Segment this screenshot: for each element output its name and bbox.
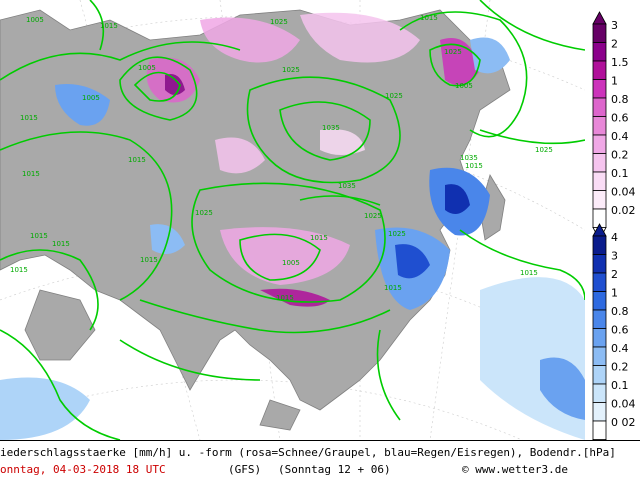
rain-tick-label: 0.8 — [611, 305, 629, 318]
rain-tick-label: 0.1 — [611, 379, 629, 392]
isobar-label: 1005 — [82, 94, 100, 102]
snow-swatch — [592, 97, 607, 117]
footer: iederschlagsstaerke [mm/h] u. -form (ros… — [0, 440, 640, 481]
isobar-label: 1025 — [364, 212, 382, 220]
snow-tick-label: 1.5 — [611, 56, 629, 69]
isobar-label: 1015 — [100, 22, 118, 30]
isobar-label: 1015 — [22, 170, 40, 178]
snow-swatch — [592, 171, 607, 191]
snow-swatch — [592, 190, 607, 210]
rain-swatch — [592, 420, 607, 440]
snow-tick-label: 0.4 — [611, 130, 629, 143]
isobar-label: 1015 — [384, 284, 402, 292]
rain-colorbar: 4 3 2 1 0.8 0.6 0.4 0.2 0.1 0.04 0 02 — [592, 223, 636, 453]
isobars — [0, 0, 585, 440]
rain-swatch — [592, 235, 607, 255]
snow-swatch — [592, 42, 607, 62]
forecast-date: onntag, 04-03-2018 18 UTC — [0, 463, 166, 476]
rain-swatch — [592, 254, 607, 274]
isobar-label: 1015 — [128, 156, 146, 164]
snow-swatch — [592, 60, 607, 80]
isobar-label: 1015 — [310, 234, 328, 242]
legend-canvas: 3 2 1.5 1 0.8 0.6 0.4 0.2 0.1 0.04 0.02 4 3 2 1 0.8 0.6… — [592, 11, 636, 453]
snow-colorbar: 3 2 1.5 1 0.8 0.6 0.4 0.2 0.1 0.04 0.02 — [592, 11, 636, 241]
rain-swatch — [592, 272, 607, 292]
rain-swatch — [592, 309, 607, 329]
snow-tick-label: 0.1 — [611, 167, 629, 180]
rain-swatch — [592, 328, 607, 348]
snow-tick-label: 2 — [611, 38, 618, 51]
rain-tick-label: 4 — [611, 231, 618, 244]
isobar-label: 1015 — [520, 269, 538, 277]
isobar-label: 1035 — [322, 124, 340, 132]
rain-swatch — [592, 365, 607, 385]
rain-tick-label: 0.2 — [611, 361, 629, 374]
rain-tick-label: 0 02 — [611, 416, 636, 429]
rain-swatch — [592, 402, 607, 422]
isobar-label: 1015 — [420, 14, 438, 22]
isobar-label: 1025 — [270, 18, 288, 26]
snow-tick-label: 0.02 — [611, 204, 636, 217]
isobar-label: 1015 — [30, 232, 48, 240]
isobar-label: 1025 — [388, 230, 406, 238]
rain-tick-label: 3 — [611, 250, 618, 263]
isobar-label: 1015 — [20, 114, 38, 122]
rain-areas — [0, 37, 585, 440]
snow-tick-label: 0.8 — [611, 93, 629, 106]
snow-swatch — [592, 116, 607, 136]
isobar-label: 1015 — [276, 294, 294, 302]
snow-swatch — [592, 153, 607, 173]
isobar-label: 1015 — [140, 256, 158, 264]
snow-tick-label: 0.2 — [611, 149, 629, 162]
isobar-label: 1025 — [195, 209, 213, 217]
isobar-label: 1035 — [338, 182, 356, 190]
snow-tick-label: 1 — [611, 75, 618, 88]
legend: 3 2 1.5 1 0.8 0.6 0.4 0.2 0.1 0.04 0.02 4 3 2 1 0.8 0.6… — [585, 0, 640, 453]
footer-description: iederschlagsstaerke [mm/h] u. -form (ros… — [0, 446, 616, 459]
rain-swatch — [592, 291, 607, 311]
rain-tick-label: 1 — [611, 287, 618, 300]
rain-swatch — [592, 383, 607, 403]
isobar-label: 1005 — [455, 82, 473, 90]
isobar-label: 1025 — [444, 48, 462, 56]
snow-tick-label: 0.04 — [611, 186, 636, 199]
rain-tick-label: 0.04 — [611, 398, 636, 411]
isobar-label: 1025 — [535, 146, 553, 154]
run-info: (Sonntag 12 + 06) — [278, 463, 391, 476]
isobar-label: 1035 — [460, 154, 478, 162]
isobar-labels: 1005 1015 1025 1015 1005 1025 1035 1005 … — [10, 14, 553, 302]
map-canvas: 1005 1015 1025 1015 1005 1025 1035 1005 … — [0, 0, 585, 440]
rain-tick-label: 0.6 — [611, 324, 629, 337]
snow-tick-label: 3 — [611, 19, 618, 32]
snow-swatch — [592, 79, 607, 99]
credit-text: © www.wetter3.de — [462, 463, 568, 476]
isobar-label: 1005 — [138, 64, 156, 72]
snow-tick-label: 0.6 — [611, 112, 629, 125]
snow-swatch — [592, 23, 607, 43]
isobar-label: 1015 — [465, 162, 483, 170]
rain-swatch — [592, 346, 607, 366]
isobar-label: 1005 — [282, 259, 300, 267]
snow-arrow-top — [592, 11, 607, 25]
isobar-label: 1025 — [385, 92, 403, 100]
rain-tick-label: 0.4 — [611, 342, 629, 355]
snow-swatch — [592, 134, 607, 154]
isobar-label: 1005 — [26, 16, 44, 24]
weather-map: 1005 1015 1025 1015 1005 1025 1035 1005 … — [0, 0, 585, 440]
isobar-label: 1025 — [282, 66, 300, 74]
isobar-label: 1015 — [10, 266, 28, 274]
rain-tick-label: 2 — [611, 268, 618, 281]
isobar-label: 1015 — [52, 240, 70, 248]
model-name: (GFS) — [228, 463, 262, 476]
